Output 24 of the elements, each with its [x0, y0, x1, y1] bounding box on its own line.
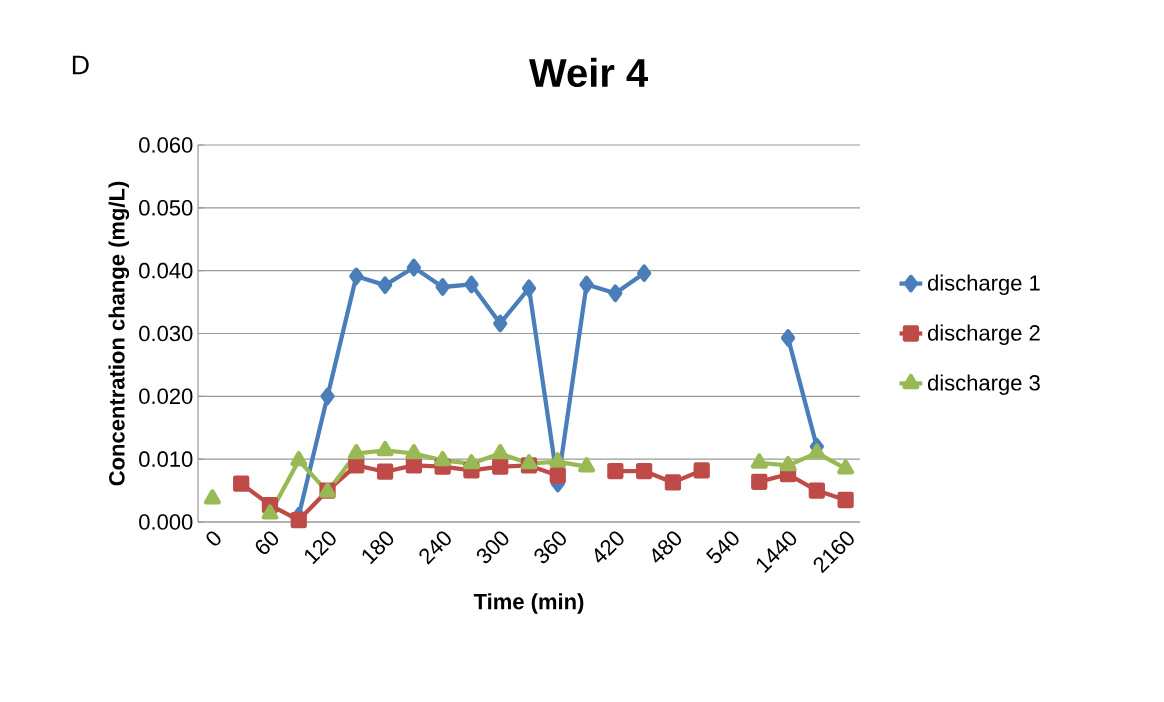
x-tick-label: 480 — [652, 531, 682, 563]
x-tick-label: 60 — [255, 531, 279, 554]
y-tick-label: 0.030 — [139, 325, 193, 342]
chart-title: Weir 4 — [528, 57, 648, 88]
x-tick-label: 360 — [534, 531, 566, 564]
x-tick-label: 180 — [362, 531, 394, 565]
x-tick-label: 300 — [476, 531, 509, 564]
x-tick-label: 240 — [419, 531, 451, 565]
y-tick-label: 0.050 — [139, 200, 193, 216]
y-tick-label: 0.000 — [139, 514, 193, 530]
legend-label: discharge 1 — [927, 274, 1040, 296]
x-axis-title: Time (min) — [473, 593, 584, 614]
x-tick-label: 420 — [594, 531, 624, 563]
legend-label: discharge 3 — [927, 374, 1040, 395]
legend-label: discharge 2 — [927, 324, 1040, 346]
y-tick-label: 0.020 — [139, 388, 193, 405]
x-tick-label: 0 — [206, 531, 221, 546]
x-tick-label: 120 — [304, 531, 336, 565]
y-tick-label: 0.040 — [139, 262, 193, 279]
y-axis-title: Concentration change (mg/L) — [108, 181, 130, 486]
y-tick-label: 0.060 — [139, 137, 193, 153]
x-tick-label: 540 — [705, 531, 739, 564]
y-tick-label: 0.010 — [139, 451, 193, 467]
text: D — [72, 55, 89, 75]
